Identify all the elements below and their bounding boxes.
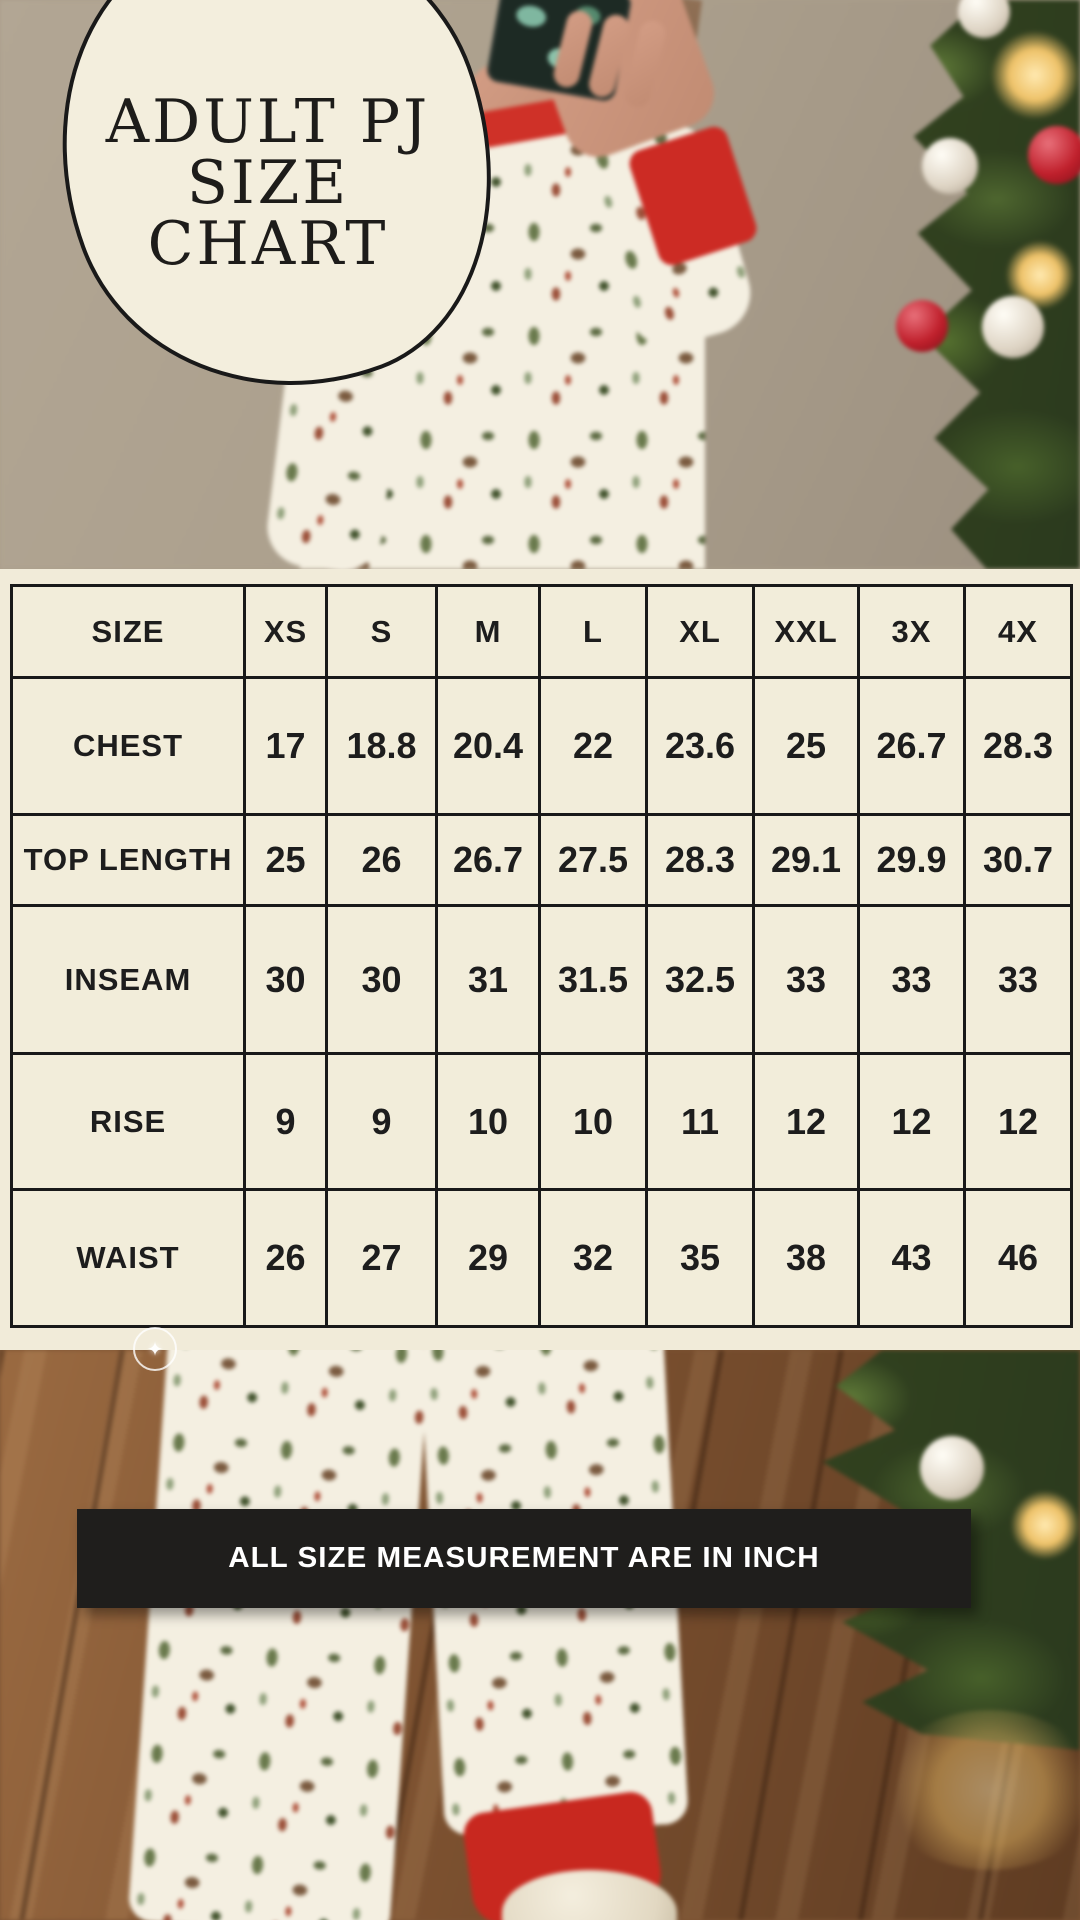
size-value-cell: 26.7 xyxy=(435,813,541,907)
white-ornament-icon xyxy=(982,296,1044,358)
row-label: CHEST xyxy=(10,676,246,816)
size-value-cell: 10 xyxy=(538,1052,648,1191)
size-col-header-xxl: XXL xyxy=(752,584,860,679)
measurement-banner: ALL SIZE MEASUREMENT ARE IN INCH xyxy=(77,1509,971,1608)
page-title: ADULT PJ SIZE CHART xyxy=(88,92,448,275)
size-value-cell: 12 xyxy=(857,1052,966,1191)
size-value-cell: 26.7 xyxy=(857,676,966,816)
size-value-cell: 29.9 xyxy=(857,813,966,907)
size-value-cell: 32 xyxy=(538,1188,648,1328)
red-ornament-icon xyxy=(896,300,948,352)
size-value-cell: 18.8 xyxy=(325,676,438,816)
size-value-cell: 30 xyxy=(243,904,328,1055)
table-row-chest: CHEST 17 18.8 20.4 22 23.6 25 26.7 28.3 xyxy=(10,676,1073,816)
size-value-cell: 43 xyxy=(857,1188,966,1328)
bottom-photo-scene xyxy=(0,1350,1080,1920)
size-col-header-xl: XL xyxy=(645,584,755,679)
table-row-waist: WAIST 26 27 29 32 35 38 43 46 xyxy=(10,1188,1073,1328)
pajama-pant-left-leg xyxy=(127,1350,431,1920)
size-value-cell: 33 xyxy=(752,904,860,1055)
size-value-cell: 32.5 xyxy=(645,904,755,1055)
measurement-banner-text: ALL SIZE MEASUREMENT ARE IN INCH xyxy=(228,1542,820,1574)
size-value-cell: 46 xyxy=(963,1188,1073,1328)
title-line-3: CHART xyxy=(147,209,389,279)
table-row-inseam: INSEAM 30 30 31 31.5 32.5 33 33 33 xyxy=(10,904,1073,1055)
size-col-header-s: S xyxy=(325,584,438,679)
size-value-cell: 11 xyxy=(645,1052,755,1191)
size-value-cell: 29.1 xyxy=(752,813,860,907)
size-value-cell: 31 xyxy=(435,904,541,1055)
size-value-cell: 27 xyxy=(325,1188,438,1328)
row-label: TOP LENGTH xyxy=(10,813,246,907)
size-chart-table: SIZE XS S M L XL XXL 3X 4X CHEST 17 18.8 20.4 22 23.6… xyxy=(10,584,1073,1328)
row-label: WAIST xyxy=(10,1188,246,1328)
size-value-cell: 28.3 xyxy=(963,676,1073,816)
size-col-header-xs: XS xyxy=(243,584,328,679)
tree-light-icon xyxy=(990,30,1080,120)
white-ornament-icon xyxy=(922,138,978,194)
size-value-cell: 38 xyxy=(752,1188,860,1328)
size-value-cell: 26 xyxy=(325,813,438,907)
row-label: RISE xyxy=(10,1052,246,1191)
size-value-cell: 17 xyxy=(243,676,328,816)
size-value-cell: 25 xyxy=(752,676,860,816)
size-value-cell: 30.7 xyxy=(963,813,1073,907)
size-chart-corner-header: SIZE xyxy=(10,584,246,679)
size-value-cell: 29 xyxy=(435,1188,541,1328)
size-value-cell: 12 xyxy=(752,1052,860,1191)
floor-light-blur xyxy=(880,1710,1080,1870)
red-ornament-icon xyxy=(1028,126,1080,184)
white-ornament-icon xyxy=(920,1436,984,1500)
table-row-rise: RISE 9 9 10 10 11 12 12 12 xyxy=(10,1052,1073,1191)
size-value-cell: 28.3 xyxy=(645,813,755,907)
zoom-sparkle-icon[interactable]: ✦ xyxy=(133,1327,177,1371)
sparkle-glyph: ✦ xyxy=(146,1338,164,1361)
row-label: INSEAM xyxy=(10,904,246,1055)
size-col-header-m: M xyxy=(435,584,541,679)
tree-light-icon xyxy=(1010,1490,1080,1560)
bottom-photo xyxy=(0,1350,1080,1920)
size-value-cell: 12 xyxy=(963,1052,1073,1191)
size-value-cell: 27.5 xyxy=(538,813,648,907)
title-line-2: SIZE xyxy=(186,148,350,218)
size-chart-body: CHEST 17 18.8 20.4 22 23.6 25 26.7 28.3 TOP LENGT… xyxy=(10,676,1073,1328)
size-value-cell: 35 xyxy=(645,1188,755,1328)
size-value-cell: 9 xyxy=(243,1052,328,1191)
size-value-cell: 33 xyxy=(857,904,966,1055)
table-row-top-length: TOP LENGTH 25 26 26.7 27.5 28.3 29.1 29.9 30.7 xyxy=(10,813,1073,907)
size-value-cell: 20.4 xyxy=(435,676,541,816)
size-chart-header-row: SIZE XS S M L XL XXL 3X 4X xyxy=(10,584,1073,679)
size-value-cell: 25 xyxy=(243,813,328,907)
size-value-cell: 23.6 xyxy=(645,676,755,816)
size-col-header-l: L xyxy=(538,584,648,679)
size-value-cell: 10 xyxy=(435,1052,541,1191)
size-col-header-4x: 4X xyxy=(963,584,1073,679)
title-line-1: ADULT PJ xyxy=(105,87,431,157)
size-value-cell: 26 xyxy=(243,1188,328,1328)
size-value-cell: 22 xyxy=(538,676,648,816)
size-value-cell: 33 xyxy=(963,904,1073,1055)
size-value-cell: 30 xyxy=(325,904,438,1055)
size-col-header-3x: 3X xyxy=(857,584,966,679)
size-value-cell: 9 xyxy=(325,1052,438,1191)
size-value-cell: 31.5 xyxy=(538,904,648,1055)
